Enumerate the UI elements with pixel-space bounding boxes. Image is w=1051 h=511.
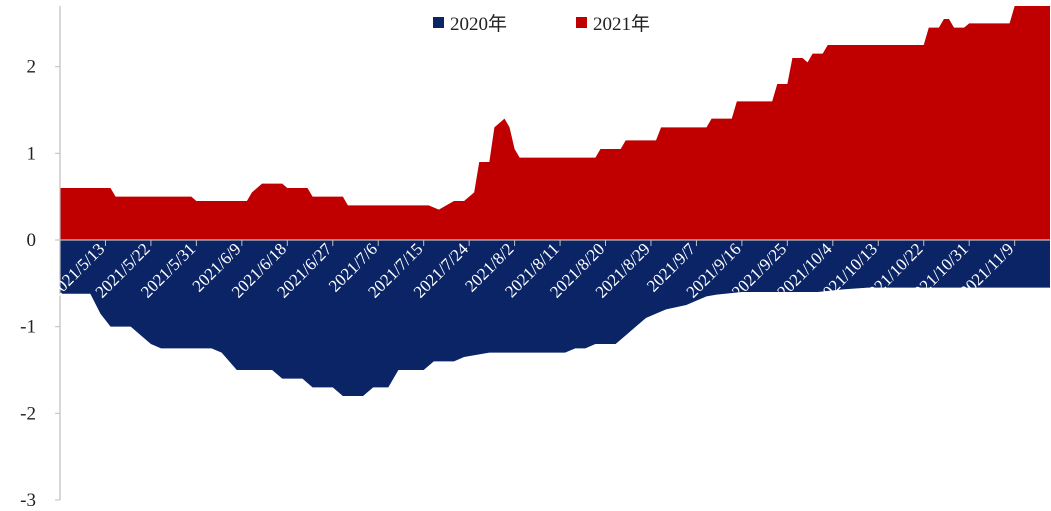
legend-swatch-2020	[433, 17, 444, 28]
y-tick-label: -3	[20, 490, 36, 511]
y-tick-label: 2	[27, 57, 37, 78]
legend: 2020年 2021年	[433, 13, 650, 35]
y-axis-ticks: -3 -2 -1 0 1 2	[20, 57, 60, 511]
plot-area	[60, 6, 1050, 396]
y-tick-label: 1	[27, 143, 37, 164]
legend-label-2021: 2021年	[593, 13, 650, 35]
series-2021-area	[60, 6, 1050, 240]
y-tick-label: -2	[20, 403, 36, 424]
legend-swatch-2021	[576, 17, 587, 28]
y-tick-label: 0	[27, 230, 37, 251]
legend-item-2021: 2021年	[576, 13, 650, 35]
series-2020-area	[60, 240, 1050, 396]
legend-label-2020: 2020年	[450, 13, 507, 35]
y-tick-label: -1	[20, 317, 36, 338]
legend-item-2020: 2020年	[433, 13, 507, 35]
